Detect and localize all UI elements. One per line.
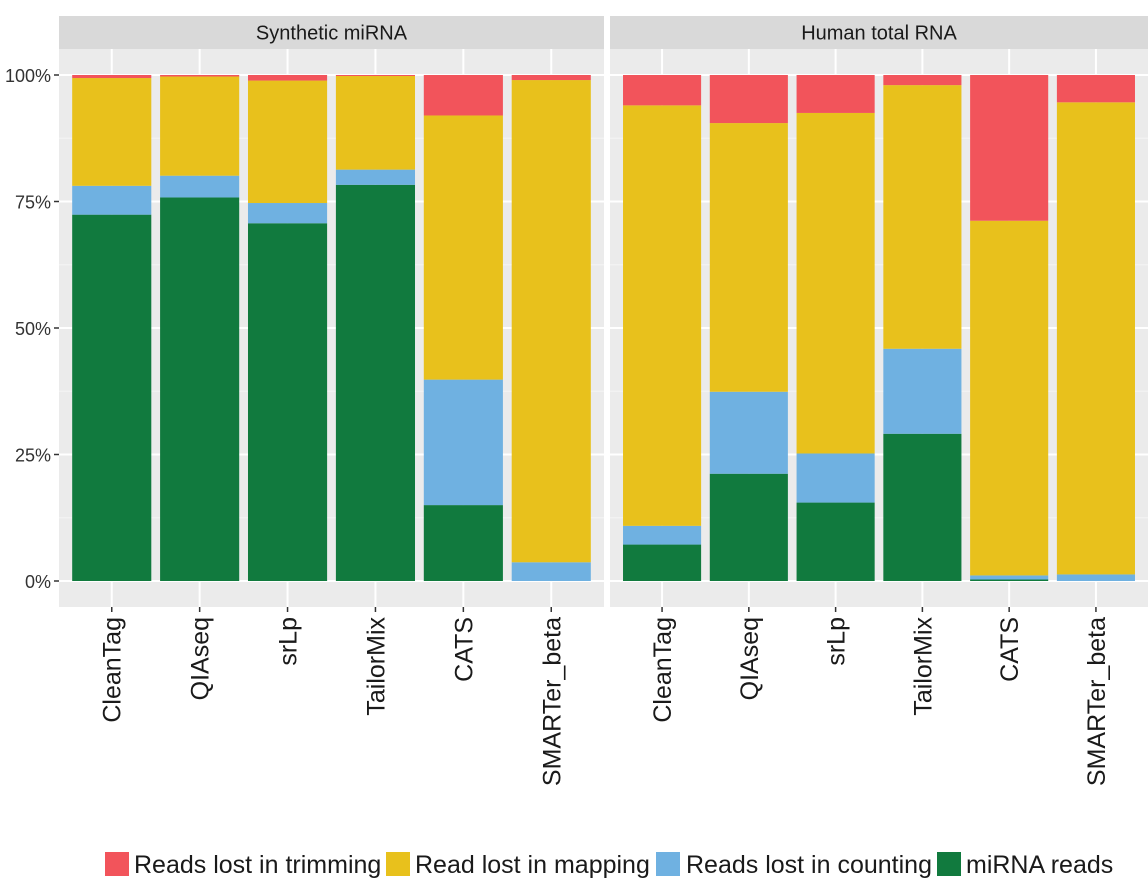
bar-synthetic-mirna-qiaseq-mirna-reads bbox=[160, 197, 240, 581]
bar-human-total-rna-cats-read-lost-in-mapping bbox=[970, 220, 1049, 576]
legend-key bbox=[937, 852, 961, 876]
bar-synthetic-mirna-smarter-beta-read-lost-in-mapping bbox=[511, 80, 591, 563]
bar-synthetic-mirna-tailormix-mirna-reads bbox=[335, 184, 416, 581]
facet-human-total-rna: Human total RNA CleanTag QIAseq srLp TailorM… bbox=[610, 16, 1148, 786]
bar-synthetic-mirna-srlp-mirna-reads bbox=[247, 223, 328, 581]
legend: Reads lost in trimming Read lost in mappi… bbox=[105, 851, 1113, 879]
bar-human-total-rna-qiaseq-reads-lost-in-trimming bbox=[709, 75, 788, 124]
bar-human-total-rna-cleantag-read-lost-in-mapping bbox=[623, 105, 702, 526]
bar-human-total-rna-cleantag-reads-lost-in-trimming bbox=[623, 75, 702, 106]
bar-human-total-rna-tailormix-read-lost-in-mapping bbox=[883, 85, 962, 349]
facet-strip bbox=[610, 16, 1148, 49]
bar-synthetic-mirna-smarter-beta-reads-lost-in-trimming bbox=[511, 75, 591, 81]
bar-synthetic-mirna-srlp-reads-lost-in-counting bbox=[247, 203, 328, 224]
x-tick-label-cleantag: CleanTag bbox=[649, 617, 677, 723]
bar-human-total-rna-cleantag-reads-lost-in-counting bbox=[623, 525, 702, 545]
bar-synthetic-mirna-cats-reads-lost-in-counting bbox=[423, 379, 503, 506]
bar-human-total-rna-tailormix-reads-lost-in-counting bbox=[883, 348, 962, 434]
legend-item-mirna-reads: miRNA reads bbox=[937, 851, 1113, 879]
x-tick-label-tailormix: TailorMix bbox=[909, 617, 937, 716]
bar-human-total-rna-srlp-read-lost-in-mapping bbox=[796, 112, 875, 454]
legend-key bbox=[386, 852, 410, 876]
legend-label: miRNA reads bbox=[966, 851, 1113, 879]
legend-item-read-lost-in-mapping: Read lost in mapping bbox=[386, 851, 650, 879]
bar-synthetic-mirna-tailormix-reads-lost-in-trimming bbox=[335, 75, 416, 77]
x-tick-label-qiaseq: QIAseq bbox=[187, 617, 215, 700]
bar-human-total-rna-qiaseq-read-lost-in-mapping bbox=[709, 123, 788, 392]
x-tick-label-srlp: srLp bbox=[275, 617, 303, 666]
legend-item-reads-lost-in-trimming: Reads lost in trimming bbox=[105, 851, 381, 879]
x-tick-label-cleantag: CleanTag bbox=[99, 617, 127, 723]
legend-key bbox=[656, 852, 680, 876]
y-tick-label: 25% bbox=[15, 446, 51, 466]
legend-label: Read lost in mapping bbox=[415, 851, 650, 879]
bar-human-total-rna-srlp-reads-lost-in-counting bbox=[796, 453, 875, 503]
bar-human-total-rna-cats-mirna-reads bbox=[970, 579, 1049, 581]
bar-synthetic-mirna-srlp-reads-lost-in-trimming bbox=[247, 75, 328, 81]
x-tick-label-cats: CATS bbox=[996, 617, 1024, 682]
bar-synthetic-mirna-cleantag-reads-lost-in-counting bbox=[72, 185, 152, 215]
x-tick-label-tailormix: TailorMix bbox=[362, 617, 390, 716]
bar-synthetic-mirna-cats-read-lost-in-mapping bbox=[423, 115, 503, 380]
legend-label: Reads lost in trimming bbox=[134, 851, 381, 879]
bar-human-total-rna-srlp-reads-lost-in-trimming bbox=[796, 75, 875, 113]
x-tick-label-smarter-beta: SMARTer_beta bbox=[1083, 617, 1111, 786]
bar-synthetic-mirna-cleantag-mirna-reads bbox=[72, 214, 152, 581]
facet-strip bbox=[59, 16, 604, 49]
facet-synthetic-mirna: Synthetic miRNA CleanTag QIAseq srLp TailorM… bbox=[59, 16, 604, 786]
y-tick-label: 50% bbox=[15, 319, 51, 339]
bar-human-total-rna-cleantag-mirna-reads bbox=[623, 544, 702, 581]
y-tick-label: 100% bbox=[5, 66, 51, 86]
facet-panels: Synthetic miRNA CleanTag QIAseq srLp TailorM… bbox=[59, 16, 1148, 786]
bar-human-total-rna-tailormix-reads-lost-in-trimming bbox=[883, 75, 962, 86]
y-tick-label: 0% bbox=[25, 572, 51, 592]
bar-synthetic-mirna-cleantag-reads-lost-in-trimming bbox=[72, 75, 152, 79]
bar-synthetic-mirna-cats-mirna-reads bbox=[423, 505, 503, 581]
bar-human-total-rna-smarter-beta-reads-lost-in-counting bbox=[1056, 574, 1135, 581]
x-tick-label-srlp: srLp bbox=[823, 617, 851, 666]
legend-label: Reads lost in counting bbox=[686, 851, 932, 879]
bar-synthetic-mirna-cats-reads-lost-in-trimming bbox=[423, 75, 503, 116]
legend-key bbox=[105, 852, 129, 876]
bar-human-total-rna-cats-reads-lost-in-trimming bbox=[970, 75, 1049, 221]
x-tick-label-smarter-beta: SMARTer_beta bbox=[538, 617, 566, 786]
bar-human-total-rna-smarter-beta-reads-lost-in-trimming bbox=[1056, 75, 1135, 103]
bar-human-total-rna-srlp-mirna-reads bbox=[796, 502, 875, 581]
bar-human-total-rna-qiaseq-reads-lost-in-counting bbox=[709, 391, 788, 474]
bar-synthetic-mirna-tailormix-read-lost-in-mapping bbox=[335, 76, 416, 170]
facet-title: Synthetic miRNA bbox=[256, 23, 408, 45]
bar-human-total-rna-smarter-beta-read-lost-in-mapping bbox=[1056, 102, 1135, 575]
bar-human-total-rna-qiaseq-mirna-reads bbox=[709, 473, 788, 581]
bar-human-total-rna-tailormix-mirna-reads bbox=[883, 433, 962, 581]
bar-synthetic-mirna-qiaseq-reads-lost-in-trimming bbox=[160, 75, 240, 77]
bar-synthetic-mirna-smarter-beta-reads-lost-in-counting bbox=[511, 562, 591, 581]
legend-item-reads-lost-in-counting: Reads lost in counting bbox=[656, 851, 932, 879]
x-tick-label-cats: CATS bbox=[450, 617, 478, 682]
bar-synthetic-mirna-qiaseq-read-lost-in-mapping bbox=[160, 76, 240, 176]
bar-synthetic-mirna-cleantag-read-lost-in-mapping bbox=[72, 78, 152, 186]
facet-title: Human total RNA bbox=[801, 23, 957, 45]
bar-synthetic-mirna-tailormix-reads-lost-in-counting bbox=[335, 169, 416, 185]
bar-synthetic-mirna-qiaseq-reads-lost-in-counting bbox=[160, 175, 240, 198]
y-axis: 0% 25% 50% 75% 100% bbox=[5, 66, 59, 592]
bar-synthetic-mirna-srlp-read-lost-in-mapping bbox=[247, 80, 328, 204]
x-tick-label-qiaseq: QIAseq bbox=[736, 617, 764, 700]
bar-human-total-rna-cats-reads-lost-in-counting bbox=[970, 575, 1049, 580]
y-tick-label: 75% bbox=[15, 193, 51, 213]
